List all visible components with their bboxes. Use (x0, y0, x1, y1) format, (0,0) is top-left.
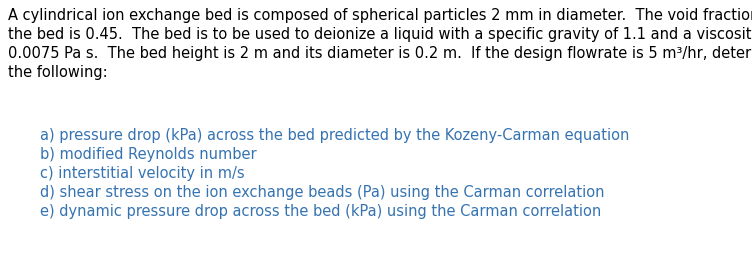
Text: the bed is 0.45.  The bed is to be used to deionize a liquid with a specific gra: the bed is 0.45. The bed is to be used t… (8, 27, 752, 42)
Text: c) interstitial velocity in m/s: c) interstitial velocity in m/s (40, 165, 244, 180)
Text: 0.0075 Pa s.  The bed height is 2 m and its diameter is 0.2 m.  If the design fl: 0.0075 Pa s. The bed height is 2 m and i… (8, 46, 752, 61)
Text: the following:: the following: (8, 65, 108, 80)
Text: d) shear stress on the ion exchange beads (Pa) using the Carman correlation: d) shear stress on the ion exchange bead… (40, 184, 605, 199)
Text: b) modified Reynolds number: b) modified Reynolds number (40, 146, 256, 161)
Text: A cylindrical ion exchange bed is composed of spherical particles 2 mm in diamet: A cylindrical ion exchange bed is compos… (8, 8, 752, 23)
Text: e) dynamic pressure drop across the bed (kPa) using the Carman correlation: e) dynamic pressure drop across the bed … (40, 203, 602, 218)
Text: a) pressure drop (kPa) across the bed predicted by the Kozeny-Carman equation: a) pressure drop (kPa) across the bed pr… (40, 128, 629, 142)
